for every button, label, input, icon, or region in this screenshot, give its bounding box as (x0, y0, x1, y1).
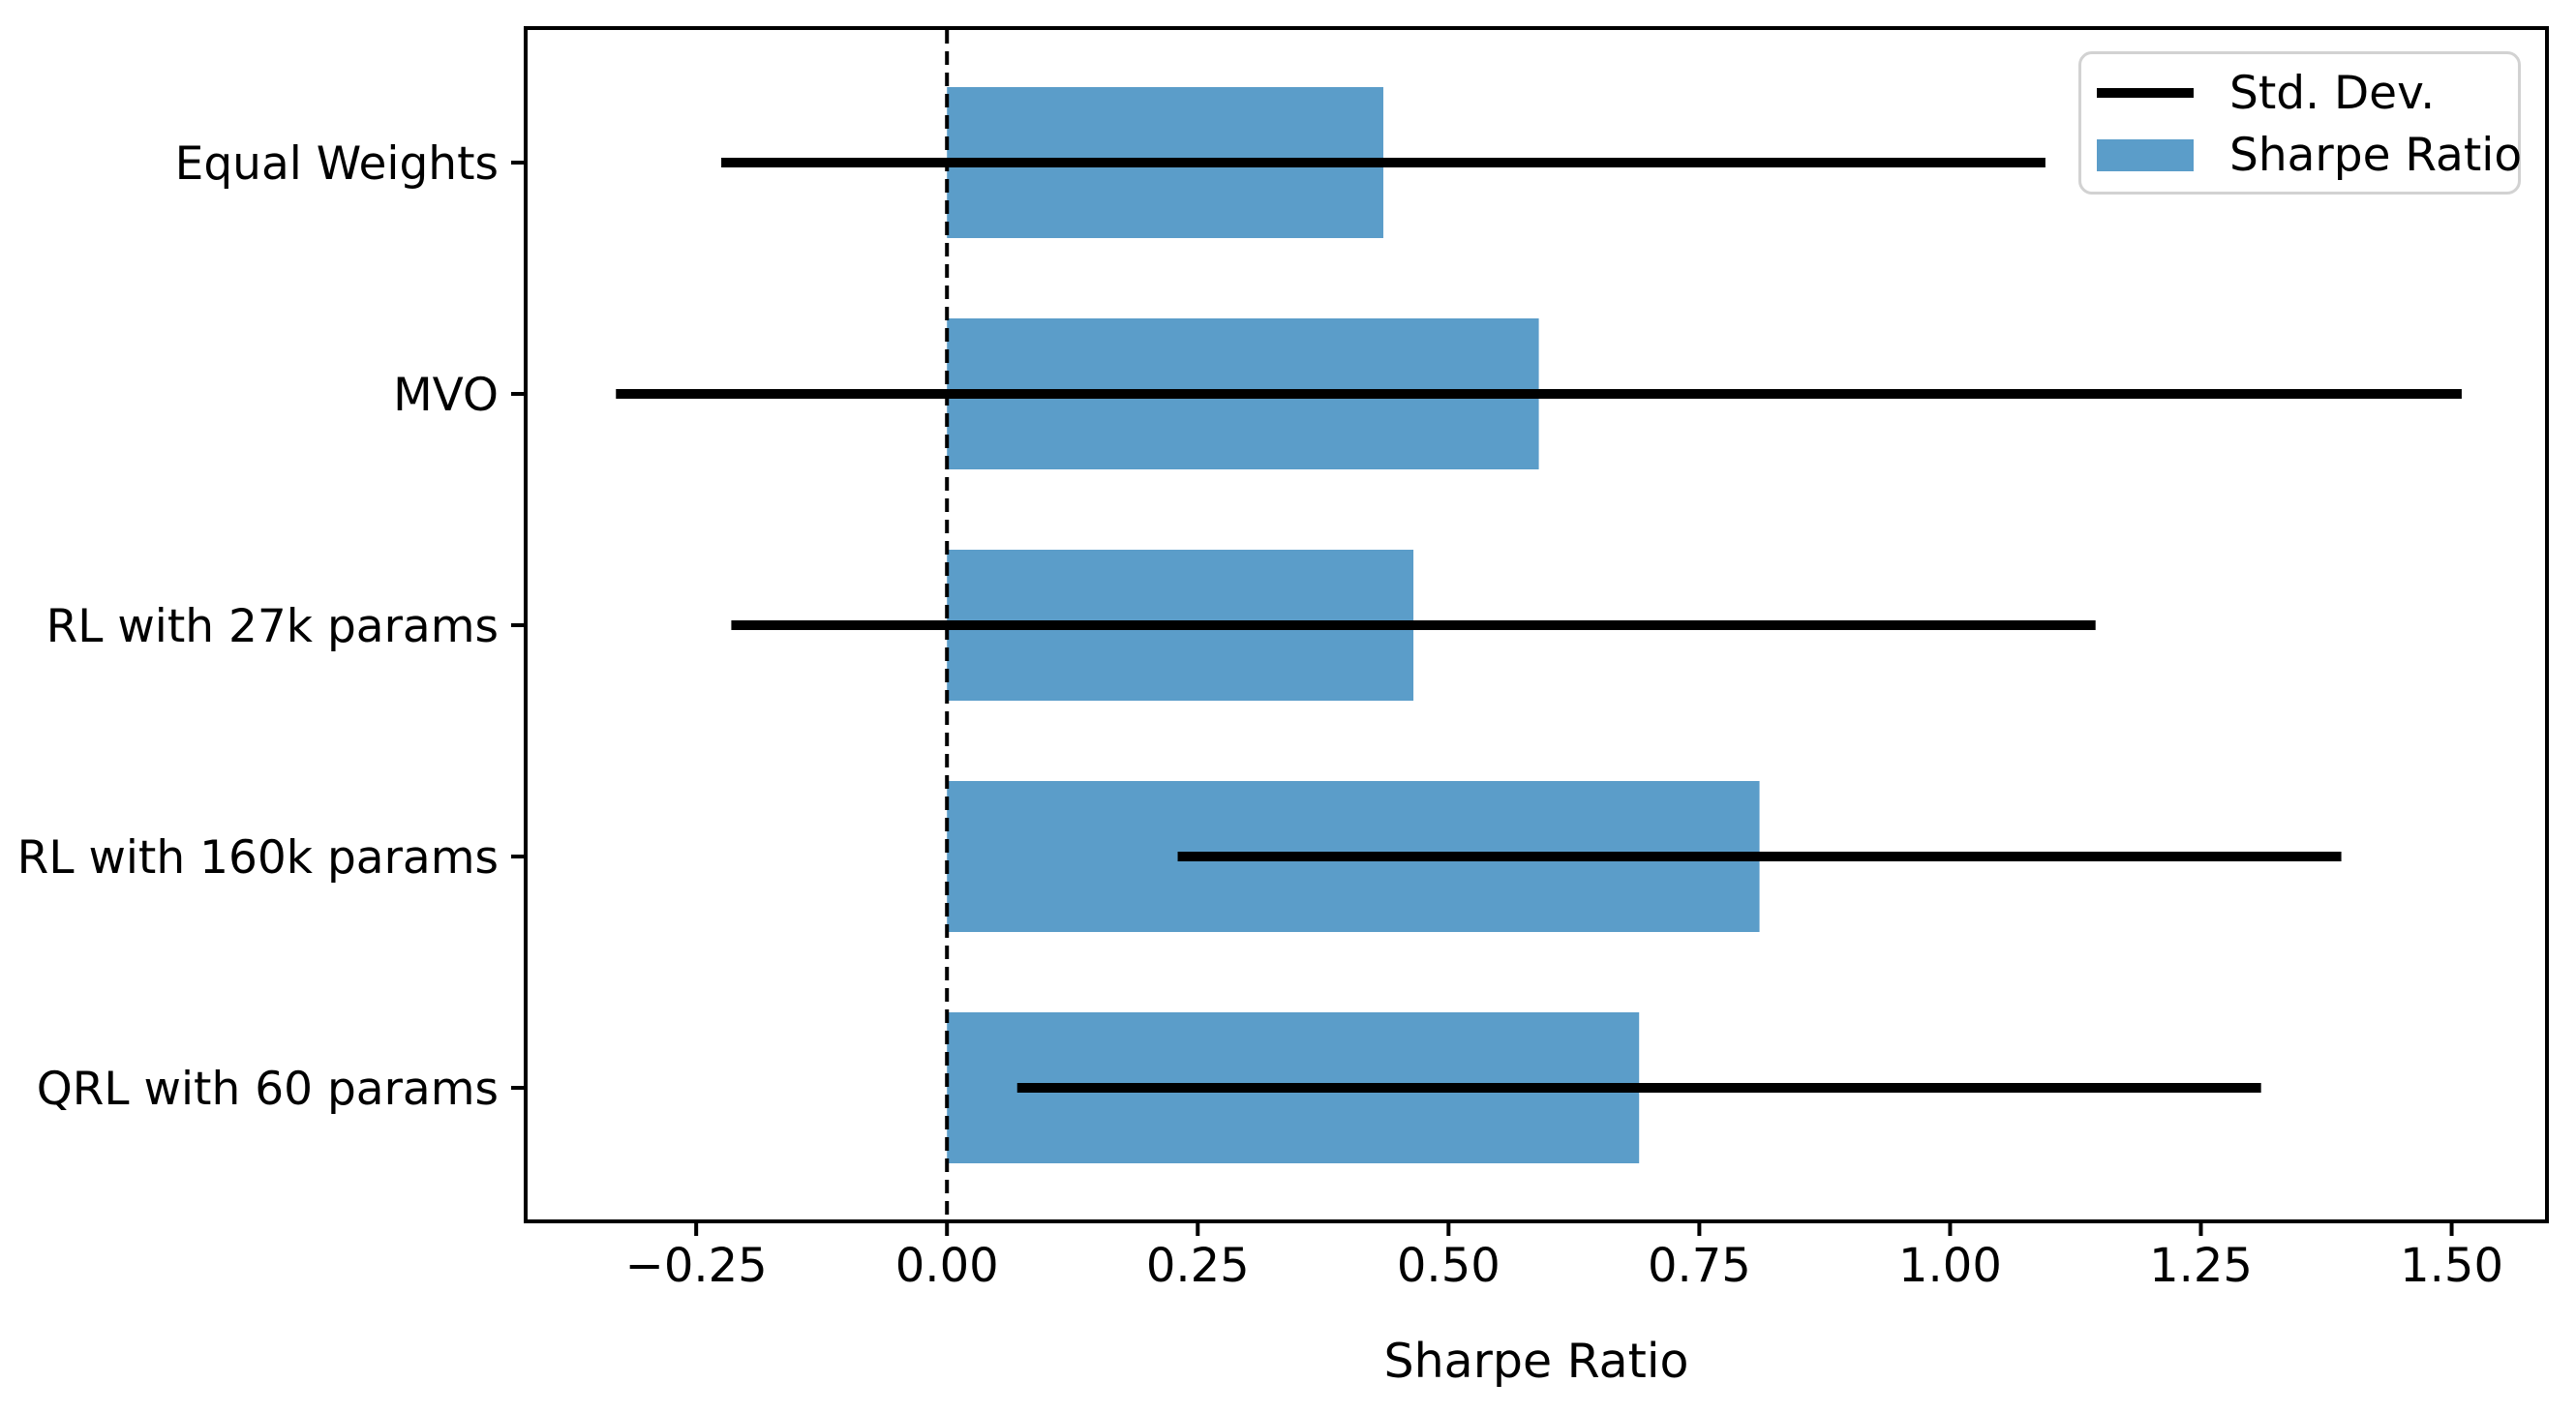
legend-label-sharpe-ratio: Sharpe Ratio (2229, 128, 2523, 182)
x-tick-label-0: −0.25 (625, 1239, 768, 1293)
x-tick-label-1: 0.00 (895, 1239, 999, 1293)
x-tick-label-5: 1.00 (1898, 1239, 2002, 1293)
y-tick-label-equal-weights: Equal Weights (175, 137, 499, 191)
y-tick-label-qrl-with-60-params: QRL with 60 params (37, 1063, 499, 1116)
y-tick-label-mvo: MVO (393, 369, 499, 422)
x-tick-label-6: 1.25 (2149, 1239, 2253, 1293)
x-tick-label-2: 0.25 (1146, 1239, 1250, 1293)
y-tick-label-rl-with-27k-params: RL with 27k params (46, 600, 499, 653)
legend: Std. Dev. Sharpe Ratio (2078, 51, 2522, 195)
sharpe-ratio-bar-swatch (2097, 138, 2194, 171)
y-tick-label-rl-with-160k-params: RL with 160k params (17, 831, 499, 885)
std-dev-line-swatch (2097, 88, 2194, 98)
x-tick-label-7: 1.50 (2400, 1239, 2503, 1293)
x-tick-label-4: 0.75 (1648, 1239, 1751, 1293)
legend-item-sharpe-ratio: Sharpe Ratio (2097, 124, 2522, 186)
legend-label-std-dev: Std. Dev. (2229, 66, 2436, 120)
x-axis-label: Sharpe Ratio (1383, 1334, 1689, 1389)
x-tick-label-3: 0.50 (1397, 1239, 1500, 1293)
legend-item-std-dev: Std. Dev. (2097, 62, 2518, 124)
